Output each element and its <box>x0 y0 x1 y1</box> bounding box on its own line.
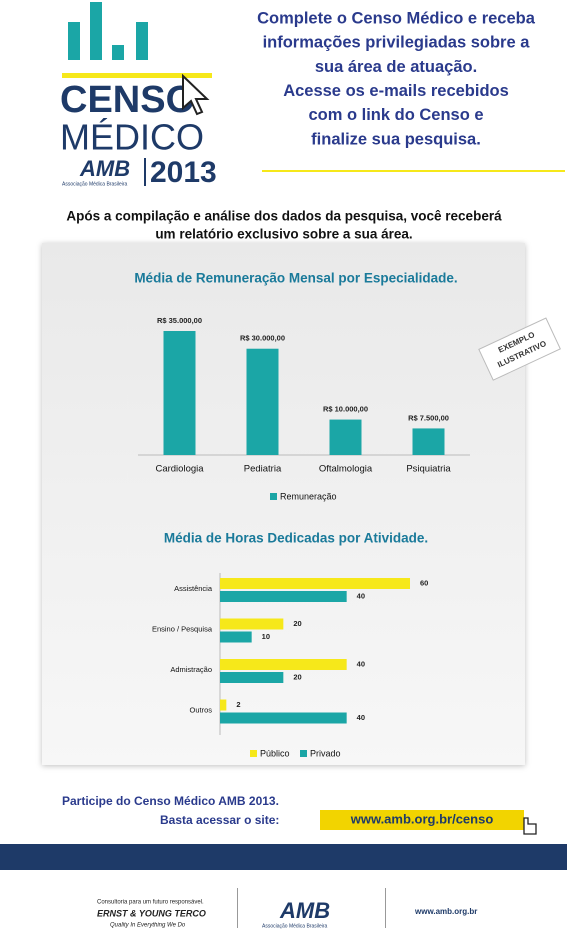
header-line-text: Acesse os e-mails recebidos <box>283 82 509 100</box>
bar <box>412 428 445 455</box>
bar <box>220 712 347 724</box>
legend-label: Privado <box>310 748 341 758</box>
bar <box>220 631 252 643</box>
x-tick-label: Cardiologia <box>155 464 204 475</box>
logo: CENSO MÉDICO AMB Associação Médica Brasi… <box>60 2 217 189</box>
hand-cursor <box>523 817 537 835</box>
cta-text: Basta acessar o site: <box>160 813 279 827</box>
logo-bar <box>90 2 102 60</box>
intro-line: Após a compilação e análise dos dados da… <box>66 209 502 224</box>
logo-title: CENSO <box>60 79 195 121</box>
bar <box>163 331 196 455</box>
cta-link-box[interactable] <box>320 810 524 830</box>
value-label: R$ 35.000,00 <box>157 316 202 325</box>
header-line-text: sua área de atuação. <box>315 58 477 76</box>
value-label: 40 <box>357 591 365 600</box>
footer-amb: AMB <box>279 898 330 923</box>
header-line-text: finalize sua pesquisa. <box>311 130 481 148</box>
value-label: 2 <box>236 700 240 709</box>
logo-amb-subtitle: Associação Médica Brasileira <box>62 181 128 187</box>
bar <box>246 348 279 455</box>
logo-bar <box>112 45 124 60</box>
value-label: 60 <box>420 578 428 587</box>
footer-amb-subtitle: Associação Médica Brasileira <box>262 923 328 929</box>
x-tick-label: Pediatria <box>244 464 282 475</box>
footer-ey: ERNST & YOUNG TERCO <box>97 908 206 918</box>
value-label: 40 <box>357 713 365 722</box>
legend-swatch <box>300 750 307 757</box>
footer-divider <box>385 888 386 928</box>
bar <box>220 672 284 683</box>
stamp-box <box>478 317 561 381</box>
footer-divider <box>237 888 238 928</box>
logo-bar <box>136 22 148 60</box>
header-line <box>262 170 565 172</box>
value-label: 20 <box>293 619 301 628</box>
cta-link[interactable]: www.amb.org.br/censo <box>350 811 494 826</box>
logo-line <box>62 73 212 78</box>
header-line-text: Complete o Censo Médico e receba <box>257 9 536 27</box>
bar <box>220 659 347 670</box>
value-label: R$ 10.000,00 <box>323 405 368 414</box>
intro-line: um relatório exclusivo sobre a sua área. <box>155 227 412 242</box>
bar <box>220 699 227 711</box>
legend-label: Remuneração <box>280 491 337 501</box>
legend-swatch <box>270 493 277 500</box>
chart-title: Média de Remuneração Mensal por Especial… <box>134 271 457 286</box>
x-tick-label: Oftalmologia <box>319 464 373 475</box>
chart-card <box>42 243 525 765</box>
intro-text: Após a compilação e análise dos dados da… <box>66 209 502 242</box>
cursor-icon <box>182 73 210 116</box>
chart-title: Média de Horas Dedicadas por Atividade. <box>164 531 428 546</box>
footer-url[interactable]: www.amb.org.br <box>414 907 477 916</box>
logo-bar <box>68 22 80 60</box>
x-tick-label: Psiquiatria <box>406 464 451 475</box>
value-label: R$ 7.500,00 <box>408 413 449 422</box>
bar <box>329 419 362 455</box>
y-tick-label: Ensino / Pesquisa <box>152 624 213 633</box>
header-line-text: com o link do Censo e <box>308 106 483 124</box>
footer-ey-tagline: Quality In Everything We Do <box>110 923 186 929</box>
bar <box>220 618 284 630</box>
y-tick-label: Admistração <box>170 665 212 674</box>
y-tick-label: Assistência <box>174 584 213 593</box>
blue-band <box>0 844 567 870</box>
header-line-text: informações privilegiadas sobre a <box>263 34 531 52</box>
cta-text: Participe do Censo Médico AMB 2013. <box>62 794 279 808</box>
charts: Média de Remuneração Mensal por Especial… <box>134 271 470 758</box>
logo-title: MÉDICO <box>60 117 204 158</box>
bar <box>220 591 347 602</box>
logo-amb: AMB <box>79 156 130 181</box>
footer-consult: Consultoria para um futuro responsável. <box>97 900 204 906</box>
y-tick-label: Outros <box>189 705 212 714</box>
legend-swatch <box>250 750 257 757</box>
legend-label: Público <box>260 748 290 758</box>
logo-year: 2013 <box>150 156 217 189</box>
value-label: 40 <box>357 659 365 668</box>
bar <box>220 578 410 589</box>
value-label: 20 <box>293 672 301 681</box>
logo-divider <box>144 158 146 186</box>
header-text: Complete o Censo Médico e receba informaç… <box>257 9 536 148</box>
value-label: R$ 30.000,00 <box>240 334 285 343</box>
value-label: 10 <box>262 632 270 641</box>
